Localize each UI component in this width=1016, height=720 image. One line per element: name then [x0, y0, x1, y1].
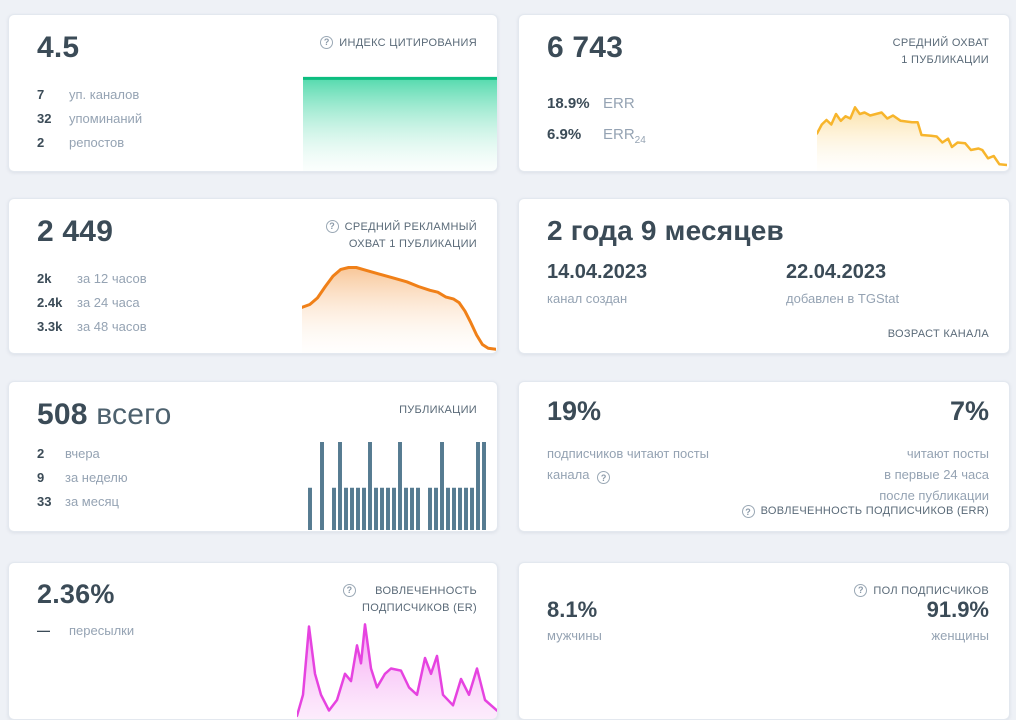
stat-label: за 24 часа [77, 295, 140, 310]
help-icon[interactable]: ? [741, 505, 755, 518]
stat-row: 7 уп. каналов [37, 87, 142, 102]
channel-age-title: ВОЗРАСТ КАНАЛА [887, 328, 989, 340]
stat-label: пересылки [69, 623, 135, 638]
er-title: ? ВОВЛЕЧЕННОСТЬ ПОДПИСЧИКОВ (ER) [343, 583, 477, 617]
stat-number: 6.9% [547, 126, 582, 143]
err-right-caption: читают посты в первые 24 часа после публ… [879, 446, 989, 503]
publications-value-suffix: всего [96, 398, 172, 431]
stat-number: 2 [37, 446, 45, 461]
stat-row: 32 упоминаний [37, 111, 142, 126]
err-left-caption: подписчиков читают посты канала ? [547, 446, 710, 485]
ad-reach-card: 2 449 ? СРЕДНИЙ РЕКЛАМНЫЙ ОХВАТ 1 ПУБЛИК… [8, 198, 498, 354]
stat-number: 2k [37, 271, 52, 286]
gender-female-block: 91.9% женщины [927, 597, 989, 643]
stat-label: ERR24 [603, 126, 646, 146]
er-value: 2.36% [37, 579, 115, 609]
publications-stats: 2 вчера 9 за неделю 33 за месяц [37, 446, 128, 518]
stat-row: 2 репостов [37, 135, 142, 150]
stat-label: за 48 часов [77, 319, 147, 334]
ad-reach-stats: 2k за 12 часов 2.4k за 24 часа 3.3k за 4… [37, 271, 147, 343]
channel-age-value: 2 года 9 месяцев [547, 215, 784, 246]
citation-index-title: ? ИНДЕКС ЦИТИРОВАНИЯ [320, 35, 477, 52]
average-reach-area-chart [817, 106, 1007, 171]
channel-age-card: 2 года 9 месяцев 14.04.2023 канал создан… [518, 198, 1010, 354]
err-title: ? ВОВЛЕЧЕННОСТЬ ПОДПИСЧИКОВ (ERR) [741, 504, 989, 518]
stat-label: уп. каналов [69, 87, 140, 102]
ad-reach-area-chart [302, 266, 496, 353]
stat-number: — [37, 623, 50, 638]
publications-card: 508 всего ПУБЛИКАЦИИ 2 вчера 9 за неделю… [8, 381, 498, 532]
added-date-caption: добавлен в TGStat [786, 291, 900, 306]
average-reach-card: 6 743 СРЕДНИЙ ОХВАТ 1 ПУБЛИКАЦИИ 18.9% E… [518, 14, 1010, 172]
citation-index-value: 4.5 [37, 31, 80, 64]
stat-label: ERR [603, 95, 635, 112]
stat-number: 9 [37, 470, 45, 485]
stat-row: 2k за 12 часов [37, 271, 147, 286]
created-date-block: 14.04.2023 канал создан [547, 261, 647, 306]
stat-label: за месяц [65, 494, 119, 509]
citation-stats: 7 уп. каналов 32 упоминаний 2 репостов [37, 87, 142, 159]
added-date: 22.04.2023 [786, 261, 887, 283]
publications-value: 508 всего [37, 398, 172, 431]
stat-row: 3.3k за 48 часов [37, 319, 147, 334]
stat-number: 18.9% [547, 95, 590, 112]
stat-row: 2.4k за 24 часа [37, 295, 147, 310]
er-title-text: ВОВЛЕЧЕННОСТЬ ПОДПИСЧИКОВ (ER) [362, 585, 477, 615]
er-engagement-card: 2.36% ? ВОВЛЕЧЕННОСТЬ ПОДПИСЧИКОВ (ER) —… [8, 562, 498, 720]
stat-number: 2 [37, 135, 45, 150]
help-icon[interactable]: ? [325, 220, 339, 233]
help-icon[interactable]: ? [854, 584, 868, 597]
stat-number: 33 [37, 494, 52, 509]
stat-number: 2.4k [37, 295, 63, 310]
male-percentage: 8.1% [547, 597, 598, 622]
average-reach-title-text: СРЕДНИЙ ОХВАТ 1 ПУБЛИКАЦИИ [892, 37, 989, 67]
stat-row: 9 за неделю [37, 470, 128, 485]
stat-label: упоминаний [69, 111, 143, 126]
ad-reach-title: ? СРЕДНИЙ РЕКЛАМНЫЙ ОХВАТ 1 ПУБЛИКАЦИИ [325, 219, 477, 253]
help-icon[interactable]: ? [597, 471, 611, 485]
err-right-value: 7% [949, 396, 989, 426]
err-engagement-card: 19% 7% подписчиков читают посты канала ?… [518, 381, 1010, 532]
average-reach-value: 6 743 [547, 31, 624, 64]
publications-bar-chart [308, 442, 486, 530]
er-area-chart [297, 623, 497, 719]
ad-reach-value: 2 449 [37, 215, 114, 248]
stat-row: — пересылки [37, 623, 134, 638]
stat-label: вчера [65, 446, 100, 461]
err-left-value: 19% [547, 396, 602, 426]
female-label: женщины [931, 628, 989, 643]
ad-reach-title-text: СРЕДНИЙ РЕКЛАМНЫЙ ОХВАТ 1 ПУБЛИКАЦИИ [344, 221, 477, 251]
citation-index-card: 4.5 ? ИНДЕКС ЦИТИРОВАНИЯ 7 уп. каналов 3… [8, 14, 498, 172]
stat-label: за 12 часов [77, 271, 147, 286]
stat-number: 7 [37, 87, 45, 102]
created-date: 14.04.2023 [547, 261, 648, 283]
male-label: мужчины [547, 628, 602, 643]
citation-area-chart [303, 76, 497, 171]
citation-index-title-text: ИНДЕКС ЦИТИРОВАНИЯ [339, 37, 477, 49]
created-date-caption: канал создан [547, 291, 628, 306]
average-reach-title: СРЕДНИЙ ОХВАТ 1 ПУБЛИКАЦИИ [893, 35, 989, 69]
err-stats: 18.9% ERR 6.9% ERR24 [547, 95, 646, 157]
publications-title: ПУБЛИКАЦИИ [399, 404, 477, 416]
stat-row: 33 за месяц [37, 494, 128, 509]
female-percentage: 91.9% [926, 597, 989, 622]
gender-male-block: 8.1% мужчины [547, 597, 602, 643]
stat-row: 6.9% ERR24 [547, 126, 646, 146]
stat-number: 3.3k [37, 319, 63, 334]
help-icon[interactable]: ? [320, 36, 334, 49]
er-stats: — пересылки [37, 623, 134, 647]
gender-card: ? ПОЛ ПОДПИСЧИКОВ 8.1% мужчины 91.9% жен… [518, 562, 1010, 720]
stat-label: за неделю [65, 470, 128, 485]
stat-label: репостов [69, 135, 125, 150]
added-date-block: 22.04.2023 добавлен в TGStat [786, 261, 899, 306]
help-icon[interactable]: ? [343, 584, 357, 597]
gender-title: ? ПОЛ ПОДПИСЧИКОВ [854, 583, 989, 600]
stat-number: 32 [37, 111, 52, 126]
stat-row: 18.9% ERR [547, 95, 646, 115]
stat-row: 2 вчера [37, 446, 128, 461]
